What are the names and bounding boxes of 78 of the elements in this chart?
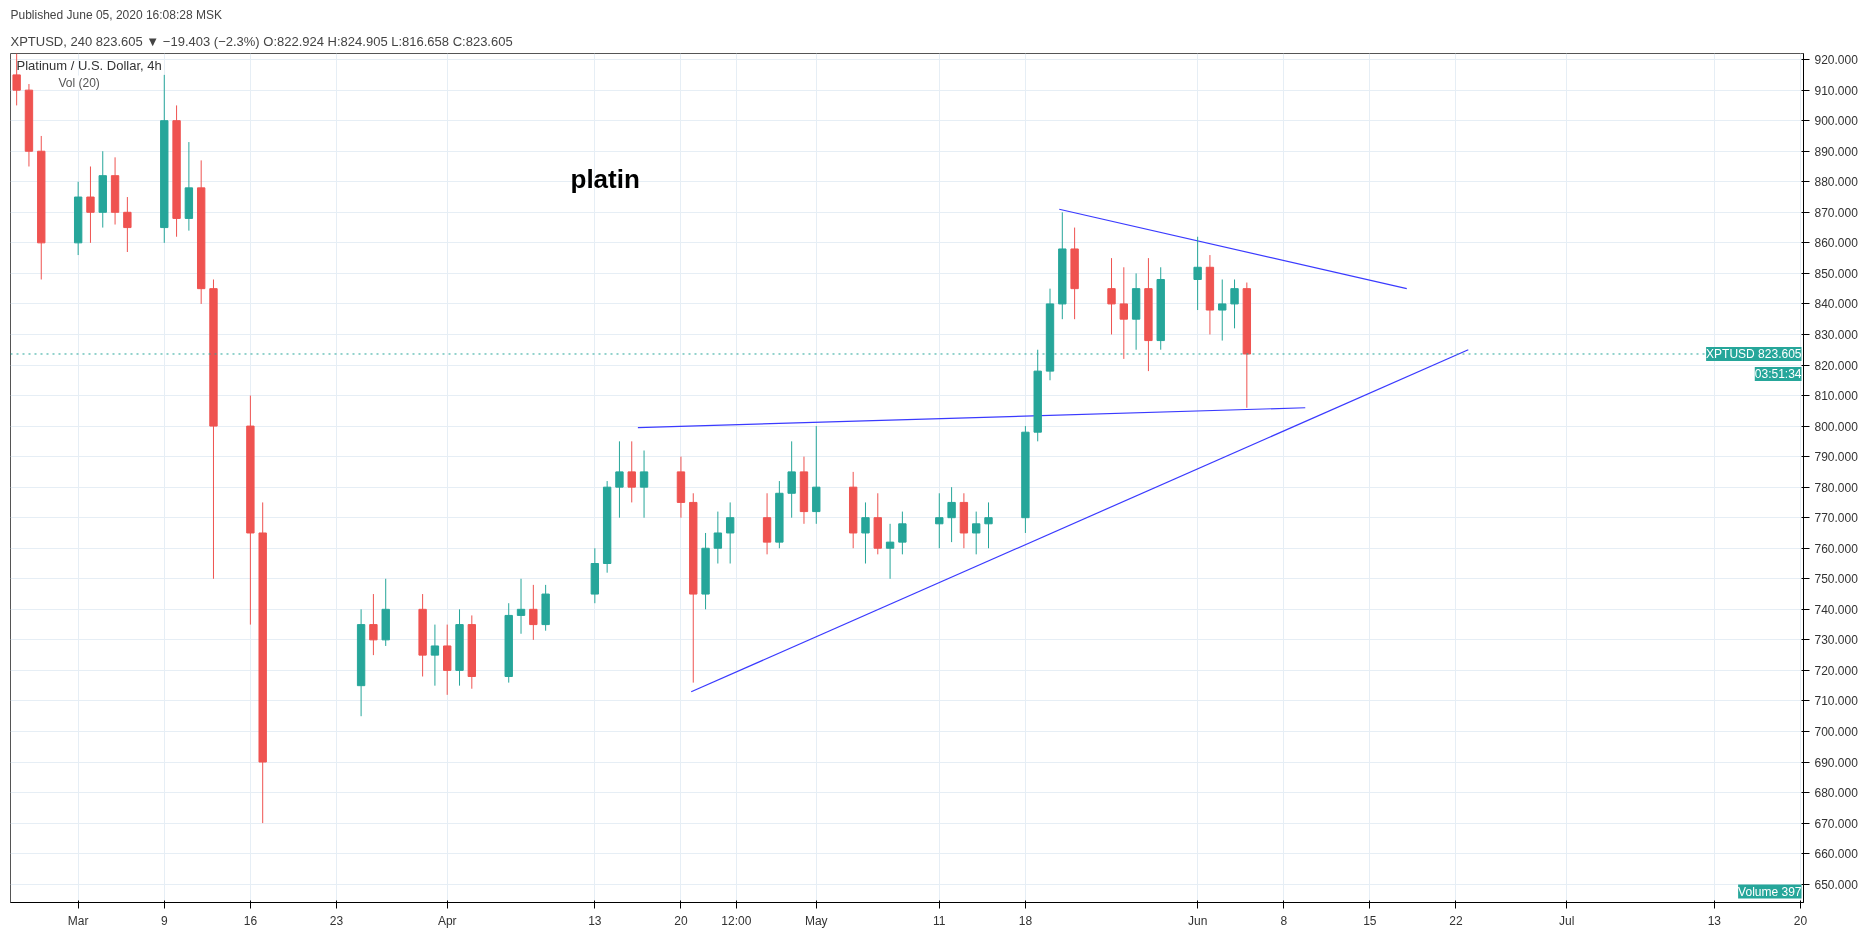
candlestick (1119, 266, 1129, 360)
candlestick (1107, 257, 1116, 335)
x-tick-label: 18 (1018, 913, 1033, 928)
candlestick (972, 511, 981, 555)
y-tick-label: 650.000 (1814, 877, 1859, 892)
candlestick (787, 440, 796, 519)
x-tick-label: 8 (1280, 913, 1288, 928)
candlestick (725, 501, 735, 565)
annotation: Volume 397 (1738, 884, 1802, 899)
y-tick-label: 670.000 (1814, 816, 1859, 831)
candlestick (984, 501, 993, 549)
x-tick-label: Apr (437, 913, 457, 928)
candlestick (369, 593, 378, 656)
candlestick (1218, 278, 1227, 342)
text: Published June 05, 2020 16:08:28 MSK (10, 7, 222, 22)
candlestick (1230, 278, 1239, 329)
y-tick-label: 780.000 (1814, 480, 1859, 495)
annotation: platin (570, 163, 640, 194)
candlestick (529, 584, 538, 641)
candlestick (713, 511, 723, 565)
x-tick-label: 23 (329, 913, 344, 928)
candlestick (861, 501, 870, 565)
chart-title: Platinum / U.S. Dollar, 4h (16, 57, 162, 73)
y-tick-label: 690.000 (1814, 755, 1859, 770)
y-tick-label: 910.000 (1814, 83, 1859, 98)
x-tick-label: 22 (1449, 913, 1463, 928)
x-tick-label: 13 (1707, 913, 1722, 928)
y-tick-label: 790.000 (1814, 450, 1859, 465)
candlestick (123, 196, 132, 253)
candlestick (898, 511, 907, 555)
candlestick (1193, 236, 1202, 311)
y-tick-label: 810.000 (1814, 389, 1859, 404)
y-tick-label: 860.000 (1814, 236, 1859, 251)
annotation: Vol (20) (58, 75, 100, 90)
y-tick-label: 660.000 (1814, 847, 1859, 862)
candlestick (947, 486, 956, 543)
y-tick-label: 800.000 (1814, 419, 1859, 434)
y-tick-label: 700.000 (1814, 724, 1859, 739)
candlestick (627, 440, 636, 503)
y-tick-label: 890.000 (1814, 144, 1859, 159)
x-tick-label: Jul (1559, 913, 1575, 928)
candlestick (885, 523, 895, 580)
y-tick-label: 850.000 (1814, 266, 1859, 281)
x-tick-label: May (804, 913, 828, 928)
y-tick-label: 820.000 (1814, 358, 1859, 373)
y-tick-label: 680.000 (1814, 786, 1859, 801)
x-tick-label: 15 (1363, 913, 1377, 928)
x-tick-label: 16 (243, 913, 258, 928)
x-tick-label: Mar (67, 913, 89, 928)
candlestick (639, 450, 649, 519)
x-tick-label: 20 (674, 913, 688, 928)
y-tick-label: 870.000 (1814, 205, 1859, 220)
candlestick (935, 492, 944, 549)
candlestick (516, 578, 526, 635)
y-tick-label: 740.000 (1814, 602, 1859, 617)
x-tick-label: 9 (160, 913, 168, 928)
y-tick-label: 920.000 (1814, 53, 1859, 68)
y-tick-label: 900.000 (1814, 114, 1859, 129)
y-tick-label: 770.000 (1814, 511, 1859, 526)
y-tick-label: 750.000 (1814, 572, 1859, 587)
y-tick-label: 730.000 (1814, 633, 1859, 648)
candlestick (615, 440, 624, 519)
y-tick-label: 710.000 (1814, 694, 1859, 709)
candlestick (86, 166, 95, 244)
y-tick-label: 830.000 (1814, 327, 1859, 342)
x-tick-label: 20 (1793, 913, 1808, 928)
x-tick-label: Jun (1187, 913, 1208, 928)
y-tick-label: 880.000 (1814, 175, 1859, 190)
chart-subtitle: XPTUSD, 240 823.605 ▼ −19.403 (−2.3%) O:822.924 H:824.905 L:816.658 C:823.605 (10, 33, 513, 49)
annotation: 03:51:34 (1754, 366, 1802, 381)
x-tick-label: 11 (933, 913, 946, 928)
x-tick-label: 13 (588, 913, 602, 928)
x-tick-label: 12:00 (721, 913, 752, 928)
y-tick-label: 720.000 (1814, 663, 1859, 678)
y-tick-label: 840.000 (1814, 297, 1859, 312)
y-tick-label: 760.000 (1814, 541, 1859, 556)
candlestick (430, 624, 440, 687)
ref-line-label: XPTUSD 823.605 (1706, 346, 1802, 361)
